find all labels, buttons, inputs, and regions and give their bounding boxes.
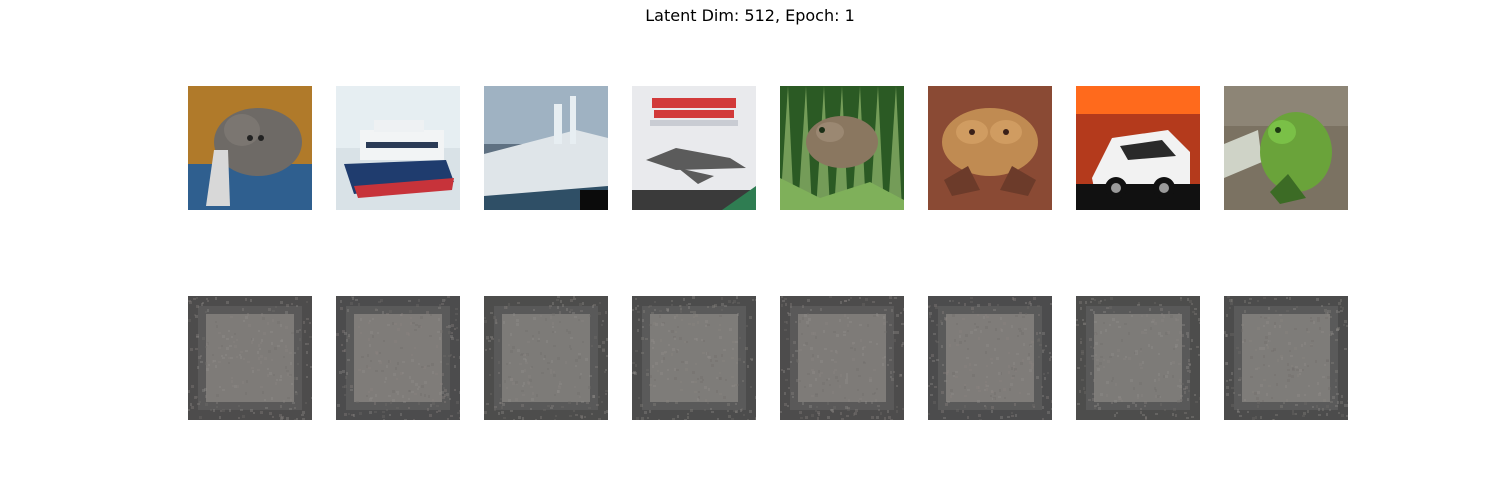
reconstructed-image-2	[336, 296, 460, 420]
original-image-6	[928, 86, 1052, 210]
reconstructed-image-8	[1224, 296, 1348, 420]
reconstructed-image-1	[188, 296, 312, 420]
original-image-2	[336, 86, 460, 210]
original-image-7	[1076, 86, 1200, 210]
reconstructed-image-7	[1076, 296, 1200, 420]
reconstructed-image-5	[780, 296, 904, 420]
original-image-1	[188, 86, 312, 210]
original-image-3	[484, 86, 608, 210]
figure-title: Latent Dim: 512, Epoch: 1	[645, 6, 855, 25]
reconstructed-image-4	[632, 296, 756, 420]
original-image-5	[780, 86, 904, 210]
reconstructed-image-3	[484, 296, 608, 420]
original-image-8	[1224, 86, 1348, 210]
reconstructed-image-6	[928, 296, 1052, 420]
original-image-4	[632, 86, 756, 210]
